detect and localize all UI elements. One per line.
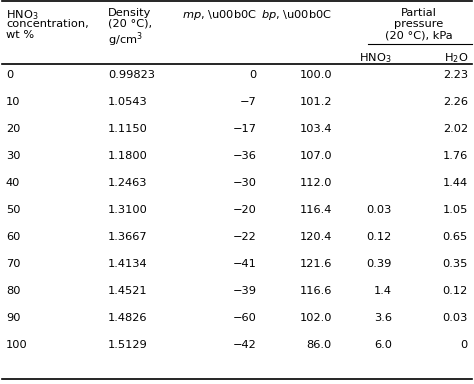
- Text: (20 °C), kPa: (20 °C), kPa: [385, 30, 453, 40]
- Text: 0: 0: [461, 340, 468, 350]
- Text: 1.3667: 1.3667: [108, 232, 147, 242]
- Text: 1.4826: 1.4826: [108, 313, 147, 323]
- Text: 1.05: 1.05: [443, 205, 468, 215]
- Text: 100: 100: [6, 340, 28, 350]
- Text: 2.02: 2.02: [443, 124, 468, 134]
- Text: −30: −30: [233, 178, 257, 188]
- Text: 0.03: 0.03: [366, 205, 392, 215]
- Text: −36: −36: [233, 151, 257, 161]
- Text: 3.6: 3.6: [374, 313, 392, 323]
- Text: g/cm$^3$: g/cm$^3$: [108, 30, 143, 49]
- Text: (20 °C),: (20 °C),: [108, 19, 152, 29]
- Text: Density: Density: [108, 8, 151, 18]
- Text: $\mathit{mp}$, \u00b0C: $\mathit{mp}$, \u00b0C: [182, 8, 257, 22]
- Text: 2.23: 2.23: [443, 70, 468, 80]
- Text: 1.4134: 1.4134: [108, 259, 147, 269]
- Text: 121.6: 121.6: [300, 259, 332, 269]
- Text: 1.76: 1.76: [443, 151, 468, 161]
- Text: −60: −60: [233, 313, 257, 323]
- Text: 1.1800: 1.1800: [108, 151, 148, 161]
- Text: 1.44: 1.44: [443, 178, 468, 188]
- Text: concentration,: concentration,: [6, 19, 89, 29]
- Text: 2.26: 2.26: [443, 97, 468, 107]
- Text: 0.12: 0.12: [367, 232, 392, 242]
- Text: 1.1150: 1.1150: [108, 124, 148, 134]
- Text: Partial: Partial: [401, 8, 437, 18]
- Text: 20: 20: [6, 124, 20, 134]
- Text: 50: 50: [6, 205, 20, 215]
- Text: 80: 80: [6, 286, 20, 296]
- Text: 0.39: 0.39: [366, 259, 392, 269]
- Text: 0: 0: [250, 70, 257, 80]
- Text: −22: −22: [233, 232, 257, 242]
- Text: 116.4: 116.4: [300, 205, 332, 215]
- Text: 6.0: 6.0: [374, 340, 392, 350]
- Text: 90: 90: [6, 313, 20, 323]
- Text: 0: 0: [6, 70, 13, 80]
- Text: 101.2: 101.2: [300, 97, 332, 107]
- Text: 30: 30: [6, 151, 20, 161]
- Text: 1.5129: 1.5129: [108, 340, 148, 350]
- Text: −7: −7: [240, 97, 257, 107]
- Text: −20: −20: [233, 205, 257, 215]
- Text: 70: 70: [6, 259, 20, 269]
- Text: 0.03: 0.03: [443, 313, 468, 323]
- Text: 86.0: 86.0: [307, 340, 332, 350]
- Text: 0.99823: 0.99823: [108, 70, 155, 80]
- Text: 103.4: 103.4: [300, 124, 332, 134]
- Text: 100.0: 100.0: [300, 70, 332, 80]
- Text: wt %: wt %: [6, 30, 34, 40]
- Text: 1.3100: 1.3100: [108, 205, 148, 215]
- Text: $\mathit{bp}$, \u00b0C: $\mathit{bp}$, \u00b0C: [261, 8, 332, 22]
- Text: 112.0: 112.0: [300, 178, 332, 188]
- Text: −39: −39: [233, 286, 257, 296]
- Text: 1.4: 1.4: [374, 286, 392, 296]
- Text: 40: 40: [6, 178, 20, 188]
- Text: 1.2463: 1.2463: [108, 178, 147, 188]
- Text: 1.0543: 1.0543: [108, 97, 148, 107]
- Text: −41: −41: [233, 259, 257, 269]
- Text: 120.4: 120.4: [300, 232, 332, 242]
- Text: 0.35: 0.35: [443, 259, 468, 269]
- Text: pressure: pressure: [394, 19, 444, 29]
- Text: 60: 60: [6, 232, 20, 242]
- Text: −17: −17: [233, 124, 257, 134]
- Text: 0.12: 0.12: [443, 286, 468, 296]
- Text: H$_2$O: H$_2$O: [444, 51, 468, 65]
- Text: 116.6: 116.6: [300, 286, 332, 296]
- Text: 1.4521: 1.4521: [108, 286, 147, 296]
- Text: 10: 10: [6, 97, 20, 107]
- Text: −42: −42: [233, 340, 257, 350]
- Text: HNO$_3$: HNO$_3$: [359, 51, 392, 65]
- Text: 0.65: 0.65: [443, 232, 468, 242]
- Text: 102.0: 102.0: [300, 313, 332, 323]
- Text: 107.0: 107.0: [300, 151, 332, 161]
- Text: HNO$_3$: HNO$_3$: [6, 8, 38, 22]
